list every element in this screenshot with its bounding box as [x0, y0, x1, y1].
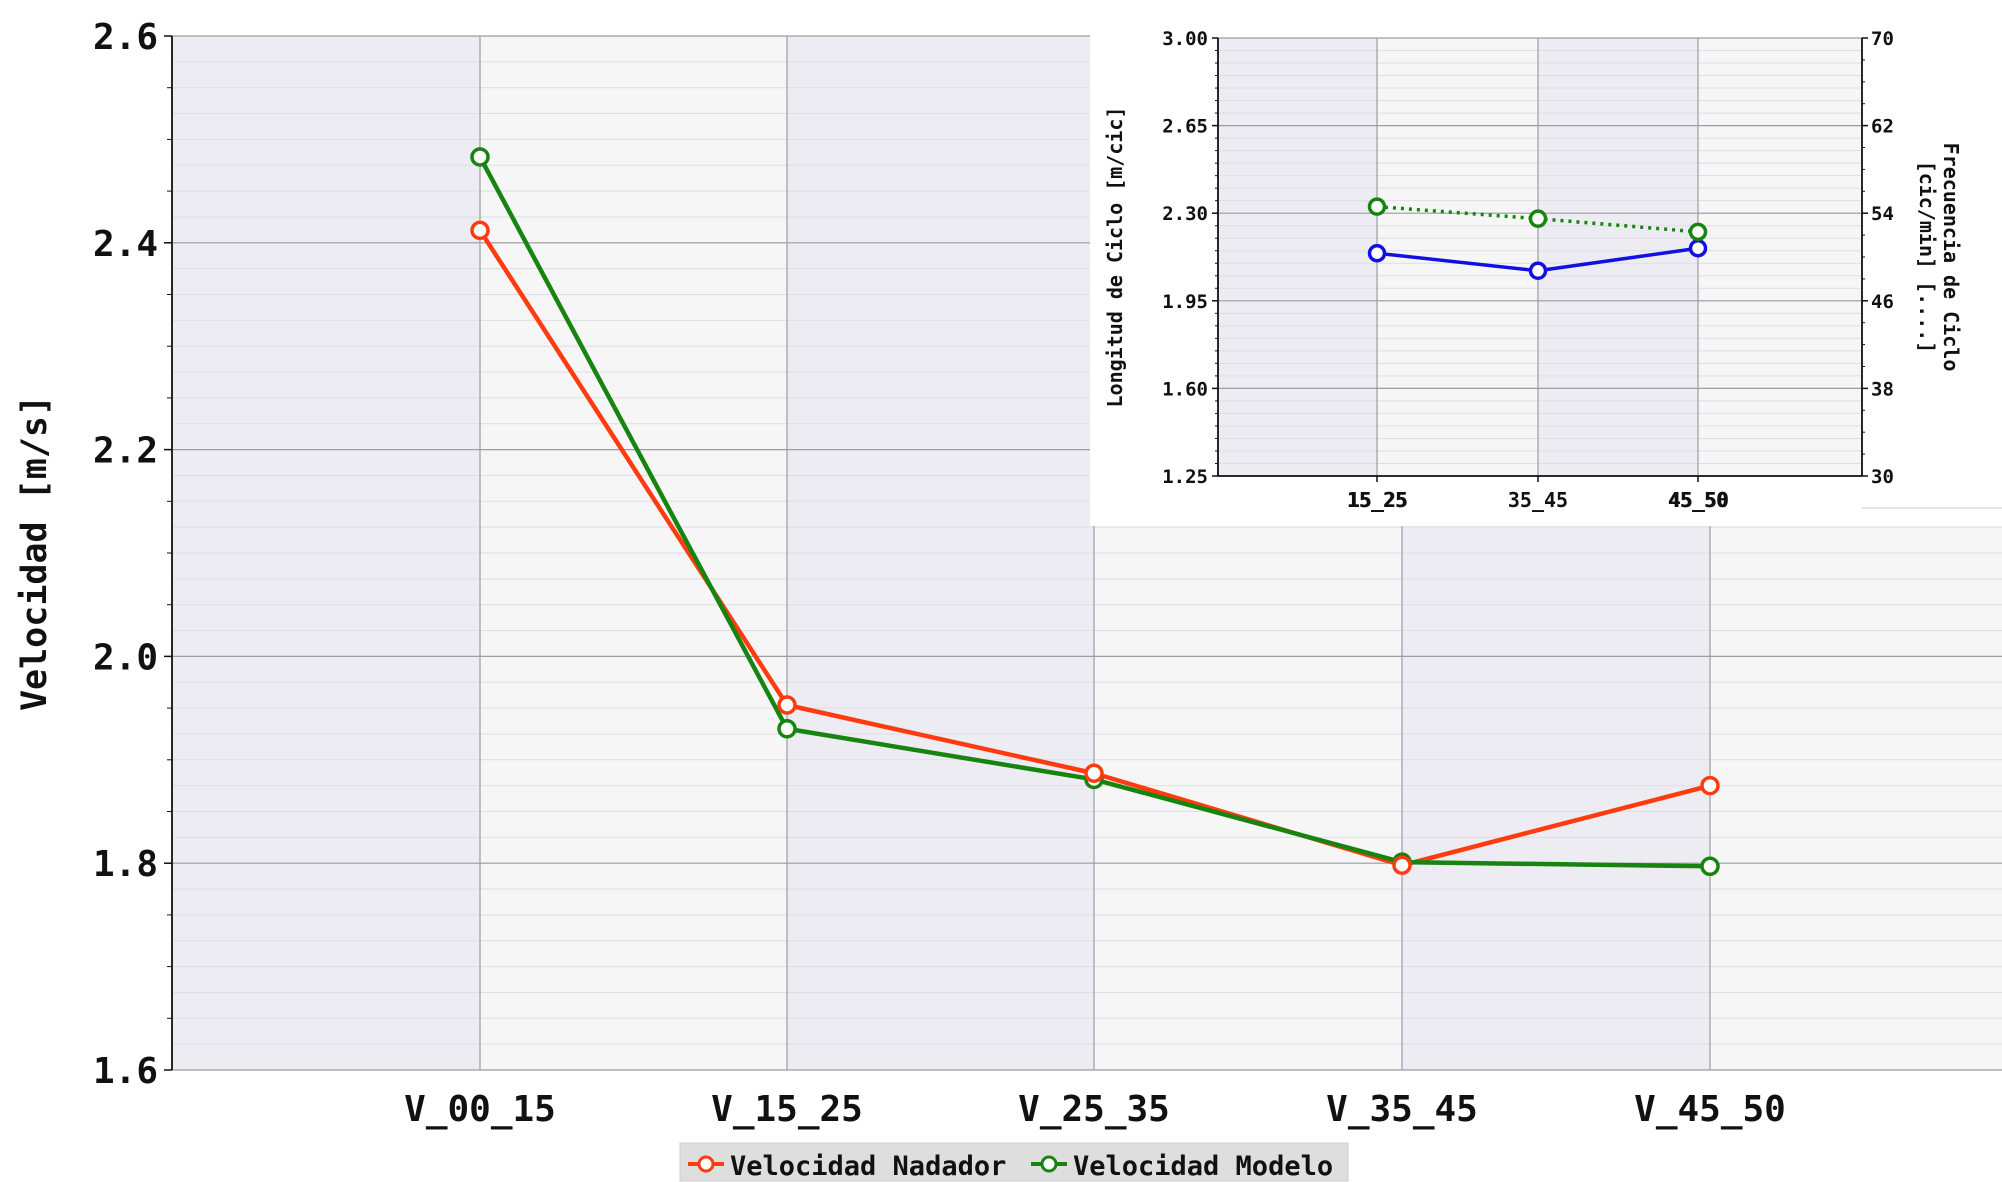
y-axis-title: Velocidad [m/s] — [15, 395, 55, 711]
y-tick-label: 1.6 — [93, 1051, 158, 1092]
x-tick-label: V_45_50 — [1634, 1089, 1786, 1130]
legend-marker — [697, 1155, 715, 1173]
inset-data-point — [1528, 209, 1548, 228]
inset-y2-axis-title-line2: [cic/min] [....] — [1915, 161, 1939, 354]
inset-band — [1218, 38, 1377, 476]
inset-data-point — [1528, 261, 1548, 281]
x-tick-label: V_25_35 — [1018, 1089, 1170, 1130]
inset-y-tick-label: 3.00 — [1162, 28, 1208, 50]
inset-y-tick-label: 2.65 — [1162, 116, 1208, 138]
inset-y-tick-label: 1.95 — [1162, 291, 1208, 313]
inset-y2-tick-label: 46 — [1871, 291, 1894, 313]
legend-marker — [1040, 1155, 1058, 1173]
inset-data-point — [1367, 197, 1387, 216]
inset-y-axis-title: Longitud de Ciclo [m/cic] — [1103, 106, 1127, 407]
inset-x-tick-label: 45_50 — [1668, 488, 1728, 512]
legend-label: Velocidad Modelo — [1073, 1151, 1333, 1182]
inset-data-point — [1367, 243, 1387, 263]
inset-y2-tick-label: 54 — [1871, 203, 1894, 225]
inset-y2-tick-label: 38 — [1871, 378, 1894, 400]
inset-y2-tick-label: 62 — [1871, 116, 1894, 138]
inset-data-point — [1688, 222, 1708, 242]
inset-x2-tick-label: 15_25 — [1348, 488, 1408, 512]
inset-y-tick-label: 1.60 — [1162, 378, 1208, 400]
legend: Velocidad Nadador Velocidad Modelo — [679, 1142, 1349, 1182]
inset-y-tick-label: 1.25 — [1162, 466, 1208, 488]
data-point — [777, 695, 797, 715]
data-point — [470, 220, 490, 241]
legend-label: Velocidad Nadador — [730, 1151, 1006, 1182]
inset-x2-tick-label: 45_50 — [1669, 488, 1729, 512]
inset-y2-tick-label: 70 — [1871, 28, 1894, 50]
y-tick-label: 2.0 — [93, 637, 158, 678]
y-tick-label: 1.8 — [93, 844, 158, 885]
x-tick-label: V_35_45 — [1326, 1089, 1478, 1130]
inset-x-tick-label: 35_45 — [1508, 488, 1568, 512]
legend-box — [679, 1142, 1349, 1182]
x-tick-label: V_15_25 — [711, 1089, 863, 1130]
inset-x-tick-label: 15_25 — [1347, 488, 1407, 512]
inset-y2-tick-label: 30 — [1871, 466, 1894, 488]
y-tick-label: 2.2 — [93, 431, 158, 472]
data-point — [1700, 856, 1720, 877]
inset-y2-axis-title-line1: Frecuencia de Ciclo — [1939, 143, 1963, 372]
data-point — [1700, 775, 1720, 796]
y-tick-label: 2.4 — [93, 224, 158, 265]
inset-y-tick-label: 2.30 — [1162, 203, 1208, 225]
data-point — [1392, 855, 1412, 876]
inset-band — [1538, 38, 1698, 476]
data-point — [777, 719, 797, 739]
y-tick-label: 2.6 — [93, 17, 158, 58]
data-point — [470, 147, 490, 167]
inset-data-point — [1688, 238, 1708, 258]
data-point — [1084, 763, 1104, 783]
x-tick-label: V_00_15 — [404, 1089, 556, 1130]
